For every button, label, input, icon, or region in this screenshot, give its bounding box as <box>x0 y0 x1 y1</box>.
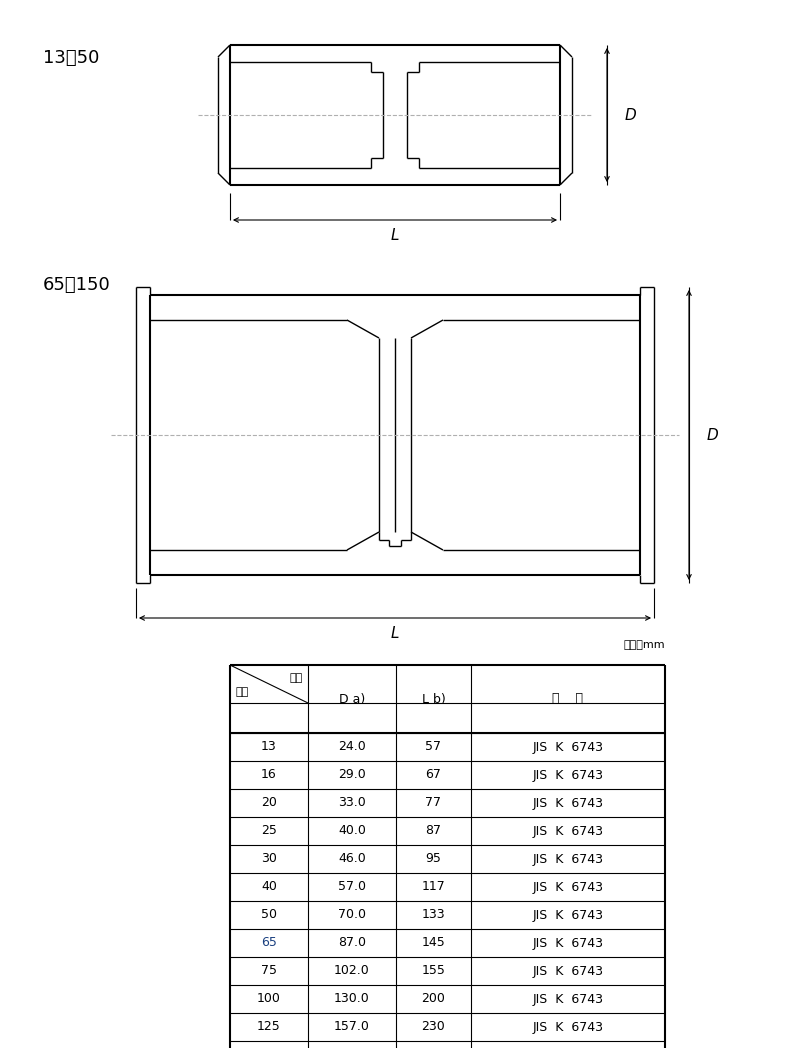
Text: JIS  K  6743: JIS K 6743 <box>533 880 603 894</box>
Text: L: L <box>390 228 399 243</box>
Text: 67: 67 <box>426 768 442 782</box>
Text: 24.0: 24.0 <box>338 741 366 754</box>
Text: 200: 200 <box>422 992 446 1005</box>
Text: 呼径: 呼径 <box>235 687 248 697</box>
Text: 145: 145 <box>422 937 446 949</box>
Text: 102.0: 102.0 <box>334 964 370 978</box>
Text: 記号: 記号 <box>290 673 303 683</box>
Text: 87.0: 87.0 <box>338 937 366 949</box>
Text: JIS  K  6743: JIS K 6743 <box>533 992 603 1005</box>
Text: 40: 40 <box>261 880 277 894</box>
Text: 65～150: 65～150 <box>43 276 110 294</box>
Text: 40.0: 40.0 <box>338 825 366 837</box>
Text: 70.0: 70.0 <box>338 909 366 921</box>
Text: JIS  K  6743: JIS K 6743 <box>533 796 603 809</box>
Text: 100: 100 <box>257 992 281 1005</box>
Text: 50: 50 <box>261 909 277 921</box>
Text: 30: 30 <box>261 852 277 866</box>
Text: JIS  K  6743: JIS K 6743 <box>533 964 603 978</box>
Text: 57: 57 <box>426 741 442 754</box>
Text: 87: 87 <box>426 825 442 837</box>
Text: 33.0: 33.0 <box>338 796 366 809</box>
Text: 95: 95 <box>426 852 442 866</box>
Text: 20: 20 <box>261 796 277 809</box>
Text: JIS  K  6743: JIS K 6743 <box>533 825 603 837</box>
Text: 230: 230 <box>422 1021 446 1033</box>
Text: 46.0: 46.0 <box>338 852 366 866</box>
Text: L b): L b) <box>422 693 446 705</box>
Text: 単位：mm: 単位：mm <box>623 640 665 650</box>
Text: JIS  K  6743: JIS K 6743 <box>533 852 603 866</box>
Text: 130.0: 130.0 <box>334 992 370 1005</box>
Text: 133: 133 <box>422 909 446 921</box>
Text: 規    格: 規 格 <box>553 693 583 705</box>
Text: 65: 65 <box>261 937 277 949</box>
Text: 155: 155 <box>422 964 446 978</box>
Text: D a): D a) <box>339 693 365 705</box>
Text: 25: 25 <box>261 825 277 837</box>
Text: 117: 117 <box>422 880 446 894</box>
Text: 29.0: 29.0 <box>338 768 366 782</box>
Text: 157.0: 157.0 <box>334 1021 370 1033</box>
Text: 77: 77 <box>426 796 442 809</box>
Text: JIS  K  6743: JIS K 6743 <box>533 1021 603 1033</box>
Text: D: D <box>625 108 637 123</box>
Text: JIS  K  6743: JIS K 6743 <box>533 768 603 782</box>
Text: 13: 13 <box>261 741 277 754</box>
Text: L: L <box>390 627 399 641</box>
Text: D: D <box>707 428 718 442</box>
Text: 125: 125 <box>257 1021 281 1033</box>
Text: 13～50: 13～50 <box>43 49 99 67</box>
Text: 16: 16 <box>261 768 277 782</box>
Text: JIS  K  6743: JIS K 6743 <box>533 909 603 921</box>
Text: JIS  K  6743: JIS K 6743 <box>533 937 603 949</box>
Text: 75: 75 <box>261 964 277 978</box>
Text: JIS  K  6743: JIS K 6743 <box>533 741 603 754</box>
Text: 57.0: 57.0 <box>338 880 366 894</box>
